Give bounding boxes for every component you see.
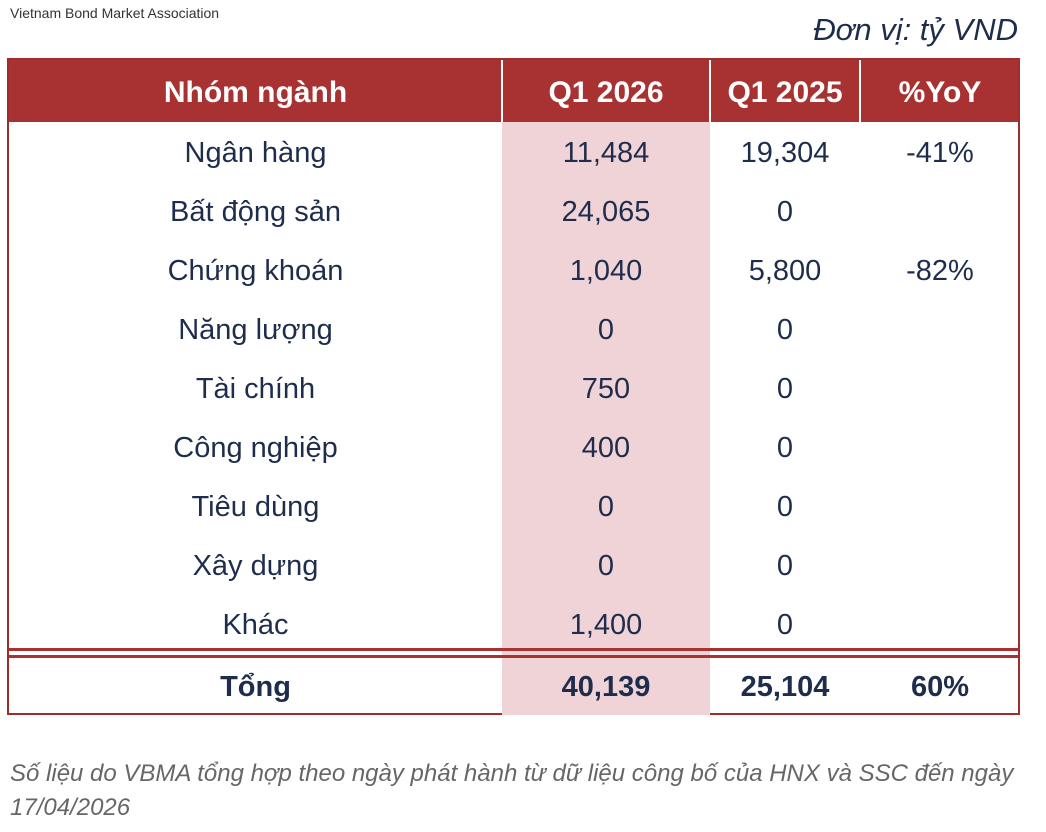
header-q1-2025: Q1 2025 [727,76,843,109]
table-row: Tiêu dùng 0 0 [9,476,1018,535]
q1-2025-cell: 0 [776,314,794,346]
table-header: Nhóm ngành Q1 2026 Q1 2025 %YoY [9,60,1018,122]
total-row: Tổng 40,139 25,104 60% [9,657,1018,715]
sector-cell: Tài chính [195,373,316,405]
yoy-cell [860,181,1020,240]
table-row: Năng lượng 0 0 [9,299,1018,358]
header-yoy: %YoY [898,76,982,109]
q1-2025-cell: 0 [776,609,794,641]
table-row: Chứng khoán 1,040 5,800 -82% [9,240,1018,299]
q1-2025-cell: 0 [776,550,794,582]
sector-cell: Ngân hàng [184,137,327,169]
header-q1-2026: Q1 2026 [548,76,664,109]
q1-2026-cell: 0 [597,314,615,346]
yoy-cell: -41% [906,137,974,169]
bond-issuance-table: Nhóm ngành Q1 2026 Q1 2025 %YoY Ngân hàn… [7,58,1020,715]
q1-2026-cell: 11,484 [562,137,650,169]
yoy-cell [860,476,1020,535]
header-divider [501,60,503,122]
sector-cell: Khác [222,609,289,641]
sector-cell: Năng lượng [178,314,333,346]
yoy-cell [860,594,1020,653]
q1-2026-cell: 0 [597,491,615,523]
q1-2025-cell: 5,800 [748,255,822,287]
sector-cell: Xây dựng [192,550,319,582]
total-q1-2025: 25,104 [740,671,830,703]
yoy-cell [860,299,1020,358]
footnote: Số liệu do VBMA tổng hợp theo ngày phát … [10,760,1014,821]
total-divider [9,648,1018,651]
q1-2026-cell: 400 [581,432,631,464]
yoy-cell [860,417,1020,476]
total-divider [9,655,1018,658]
q1-2025-cell: 0 [776,373,794,405]
q1-2026-cell: 24,065 [561,196,651,228]
q1-2026-cell: 750 [581,373,631,405]
q1-2025-cell: 0 [776,491,794,523]
table-row: Bất động sản 24,065 0 [9,181,1018,240]
header-divider [709,60,711,122]
source-label: Vietnam Bond Market Association [10,5,220,21]
table-row: Khác 1,400 0 [9,594,1018,653]
sector-cell: Tiêu dùng [191,491,320,523]
q1-2025-cell: 0 [776,196,794,228]
yoy-cell [860,358,1020,417]
q1-2026-cell: 1,400 [569,609,643,641]
total-q1-2026: 40,139 [561,671,651,703]
sector-cell: Bất động sản [170,196,341,228]
sector-cell: Chứng khoán [167,255,344,287]
table-row: Tài chính 750 0 [9,358,1018,417]
table-row: Ngân hàng 11,484 19,304 -41% [9,122,1018,181]
q1-2025-cell: 0 [776,432,794,464]
table-row: Xây dựng 0 0 [9,535,1018,594]
total-yoy: 60% [910,671,970,703]
yoy-cell [860,535,1020,594]
sector-cell: Công nghiệp [173,432,338,464]
highlight-column [502,122,710,715]
table-row: Công nghiệp 400 0 [9,417,1018,476]
total-label: Tổng [220,671,291,703]
header-sector: Nhóm ngành [163,76,348,109]
unit-label: Đơn vị: tỷ VND [813,12,1018,47]
q1-2026-cell: 0 [597,550,615,582]
header-divider [859,60,861,122]
q1-2026-cell: 1,040 [569,255,643,287]
yoy-cell: -82% [906,255,974,287]
q1-2025-cell: 19,304 [740,137,830,169]
